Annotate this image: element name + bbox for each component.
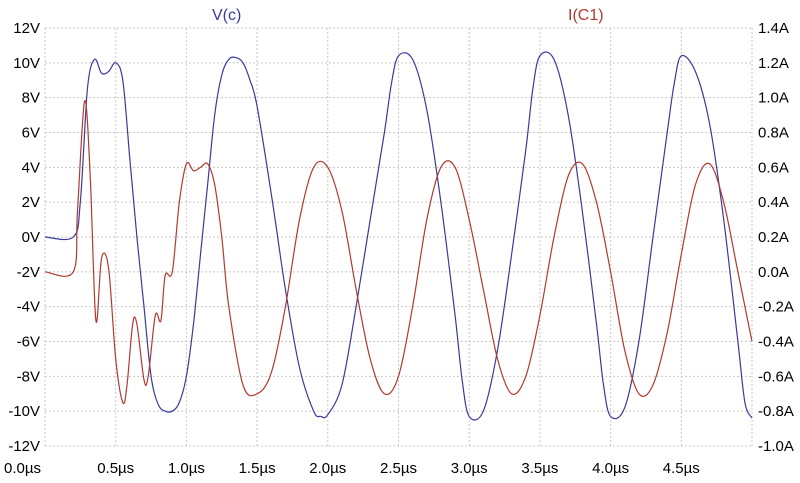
- y-left-tick-label: -12V: [8, 438, 40, 455]
- y-right-tick-label: -1.0A: [758, 438, 794, 455]
- y-right-tick-label: 1.4A: [758, 20, 789, 37]
- y-left-tick-label: -6V: [17, 334, 40, 351]
- x-tick-label: 3.0µs: [451, 460, 488, 477]
- x-tick-label: 4.0µs: [592, 460, 629, 477]
- y-right-axis-labels: 1.4A 1.2A 1.0A 0.8A 0.6A 0.4A 0.2A 0.0A -0.2A -0.…: [758, 20, 794, 455]
- x-axis-labels: 0.0µs 0.5µs 1.0µs 1.5µs 2.0µs 2.5µs 3.0µs 3.5µs…: [4, 460, 700, 477]
- series-i-c1-line: [44, 100, 753, 405]
- y-left-tick-label: -4V: [17, 299, 40, 316]
- x-tick-label: 2.5µs: [380, 460, 417, 477]
- x-tick-label: 0.5µs: [97, 460, 134, 477]
- y-left-tick-label: -8V: [17, 368, 40, 385]
- y-right-tick-label: 0.4A: [758, 194, 789, 211]
- y-right-tick-label: -0.6A: [758, 368, 794, 385]
- y-right-tick-label: -0.4A: [758, 334, 794, 351]
- y-left-tick-label: 8V: [22, 90, 40, 107]
- y-right-tick-label: -0.8A: [758, 403, 794, 420]
- legend-v-c: V(c): [212, 7, 241, 24]
- series-v-c-line: [44, 51, 753, 421]
- y-left-tick-label: 4V: [22, 159, 40, 176]
- y-right-tick-label: 0.2A: [758, 229, 789, 246]
- x-tick-label: 2.0µs: [309, 460, 346, 477]
- x-tick-label: 1.5µs: [239, 460, 276, 477]
- y-left-tick-label: -2V: [17, 264, 40, 281]
- x-tick-label: 0.0µs: [4, 460, 41, 477]
- y-right-tick-label: 0.6A: [758, 159, 789, 176]
- x-tick-label: 1.0µs: [168, 460, 205, 477]
- y-right-tick-label: -0.2A: [758, 299, 794, 316]
- legend-i-c1: I(C1): [568, 7, 604, 24]
- y-left-tick-label: -10V: [8, 403, 40, 420]
- y-left-axis-labels: 12V 10V 8V 6V 4V 2V 0V -2V -4V -6V -8V -10V -12V: [8, 20, 40, 455]
- grid-lines: [44, 27, 753, 447]
- y-left-tick-label: 0V: [22, 229, 40, 246]
- x-tick-label: 3.5µs: [521, 460, 558, 477]
- y-left-tick-label: 6V: [22, 125, 40, 142]
- y-right-tick-label: 0.8A: [758, 125, 789, 142]
- y-right-tick-label: 1.2A: [758, 55, 789, 72]
- x-tick-label: 4.5µs: [663, 460, 700, 477]
- y-right-tick-label: 1.0A: [758, 90, 789, 107]
- y-left-tick-label: 12V: [13, 20, 40, 37]
- y-left-tick-label: 10V: [13, 55, 40, 72]
- plot-area: [44, 51, 753, 421]
- y-left-tick-label: 2V: [22, 194, 40, 211]
- y-right-tick-label: 0.0A: [758, 264, 789, 281]
